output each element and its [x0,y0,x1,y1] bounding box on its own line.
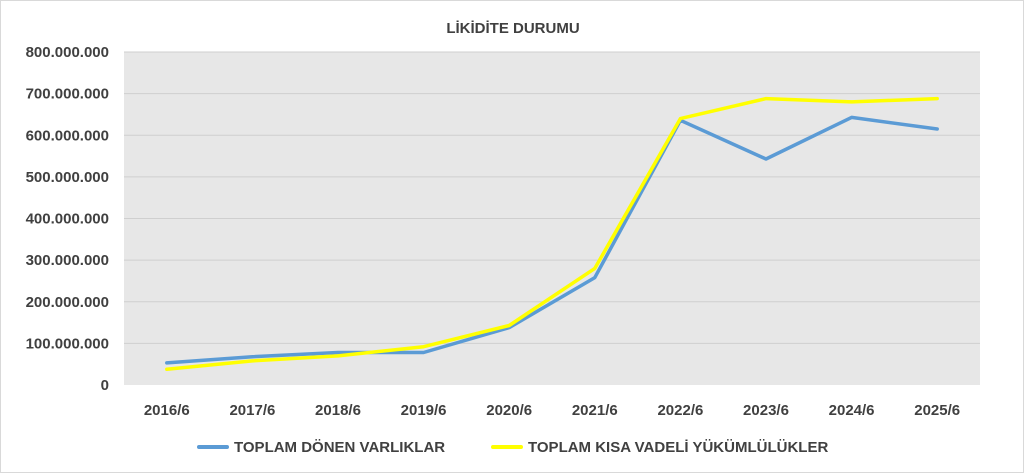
y-tick-label: 0 [101,377,109,394]
x-tick-label: 2022/6 [657,402,703,419]
legend-label: TOPLAM DÖNEN VARLIKLAR [234,439,445,456]
y-axis-tick-labels: 0 100.000.000 200.000.000 300.000.000 400.00… [26,44,109,394]
x-tick-label: 2021/6 [572,402,618,419]
series-lines [165,96,939,371]
x-tick-label: 2020/6 [486,402,532,419]
y-tick-label: 600.000.000 [26,127,109,144]
chart-title: LİKİDİTE DURUMU [446,20,579,37]
y-tick-label: 800.000.000 [26,44,109,61]
legend: TOPLAM DÖNEN VARLIKLAR TOPLAM KISA VADELİ… [197,439,828,456]
y-tick-label: 100.000.000 [26,335,109,352]
y-tick-label: 200.000.000 [26,294,109,311]
x-tick-label: 2017/6 [229,402,275,419]
x-tick-label: 2019/6 [401,402,447,419]
y-tick-label: 400.000.000 [26,211,109,228]
x-tick-label: 2016/6 [144,402,190,419]
y-tick-label: 300.000.000 [26,252,109,269]
x-tick-label: 2025/6 [914,402,960,419]
x-axis-tick-labels: 2016/6 2017/6 2018/6 2019/6 2020/6 2021/6 2022… [144,402,960,419]
series-line-2 [165,96,939,371]
y-tick-label: 700.000.000 [26,86,109,103]
y-tick-label: 500.000.000 [26,169,109,186]
legend-label: TOPLAM KISA VADELİ YÜKÜMLÜLÜKLER [528,439,828,456]
x-tick-label: 2023/6 [743,402,789,419]
x-tick-label: 2024/6 [829,402,875,419]
series-line-1 [165,115,939,365]
x-tick-label: 2018/6 [315,402,361,419]
